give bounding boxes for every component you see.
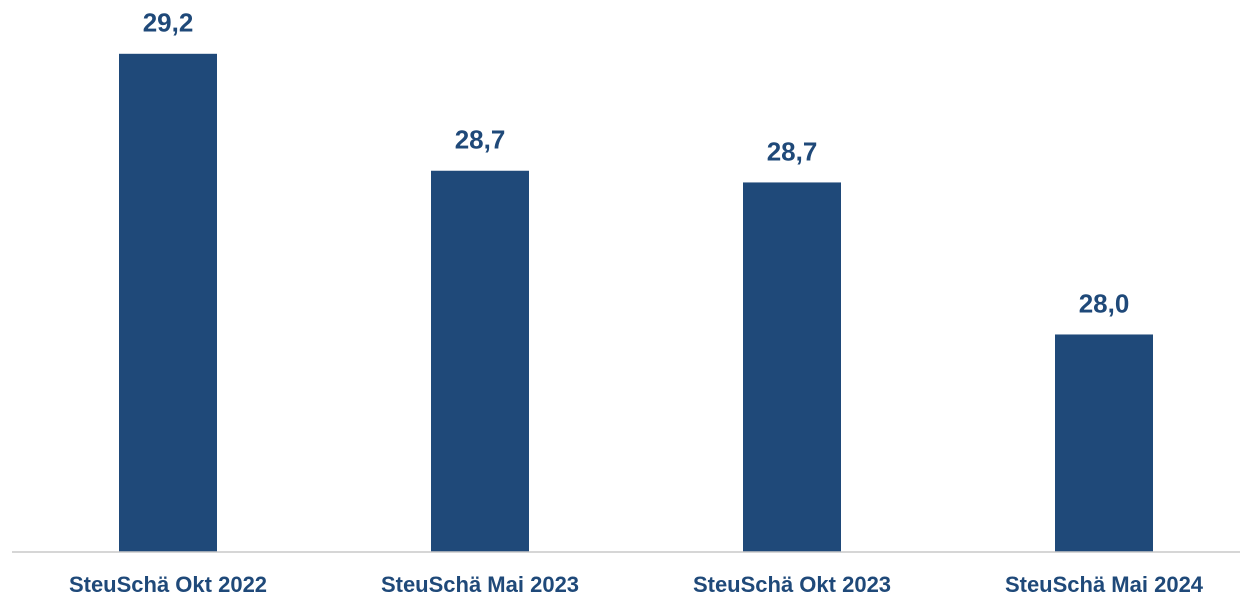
value-label: 28,7	[455, 125, 506, 155]
value-label: 28,7	[767, 136, 818, 166]
value-label: 28,0	[1079, 288, 1130, 318]
bar	[1055, 334, 1153, 552]
x-tick-label: SteuSchä Mai 2023	[381, 572, 579, 597]
value-label: 29,2	[143, 8, 194, 38]
bar	[431, 170, 529, 552]
x-tick-label: SteuSchä Okt 2022	[69, 572, 267, 597]
x-tick-label: SteuSchä Mai 2024	[1005, 572, 1204, 597]
x-tick-label: SteuSchä Okt 2023	[693, 572, 891, 597]
bar	[743, 182, 841, 552]
bar	[119, 53, 217, 553]
